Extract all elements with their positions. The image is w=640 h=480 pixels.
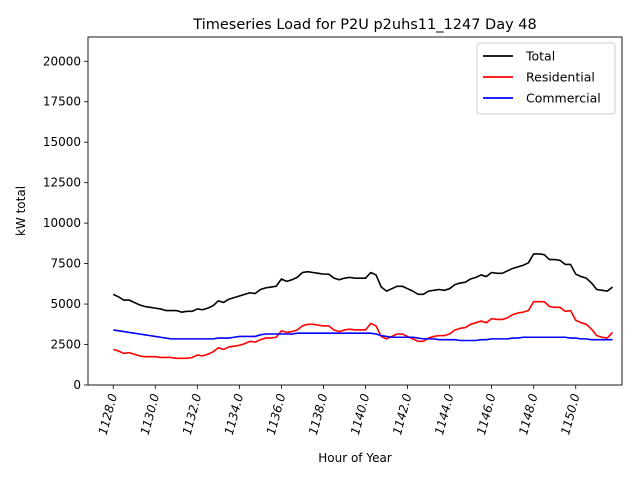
- chart-title: Timeseries Load for P2U p2uhs11_1247 Day…: [192, 17, 536, 33]
- series-layer: [112, 253, 614, 360]
- y-tick-label: 7500: [50, 257, 81, 271]
- legend: Total Residential Commercial: [476, 42, 616, 115]
- series-line-commercial: [113, 329, 613, 342]
- series-line-residential: [112, 300, 614, 360]
- y-axis-label: kW total: [14, 186, 28, 236]
- y-tick-label: 2500: [50, 338, 81, 352]
- y-axis: 0 2500 5000 7500 10000 12500 15000 17500 20000: [43, 54, 88, 392]
- y-tick-label: 0: [73, 378, 81, 392]
- y-tick-label: 10000: [43, 216, 81, 230]
- legend-label-total: Total: [525, 49, 555, 64]
- y-tick-label: 17500: [43, 95, 81, 109]
- y-tick-label: 15000: [43, 135, 81, 149]
- y-tick-label: 5000: [50, 297, 81, 311]
- y-tick-label: 20000: [43, 54, 81, 68]
- series-line-total: [112, 253, 614, 313]
- plot-frame: [87, 36, 623, 386]
- legend-label-residential: Residential: [526, 70, 595, 85]
- legend-box: [476, 42, 616, 115]
- legend-label-commercial: Commercial: [526, 91, 601, 106]
- y-tick-label: 12500: [43, 176, 81, 190]
- x-axis-label: Hour of Year: [318, 451, 392, 465]
